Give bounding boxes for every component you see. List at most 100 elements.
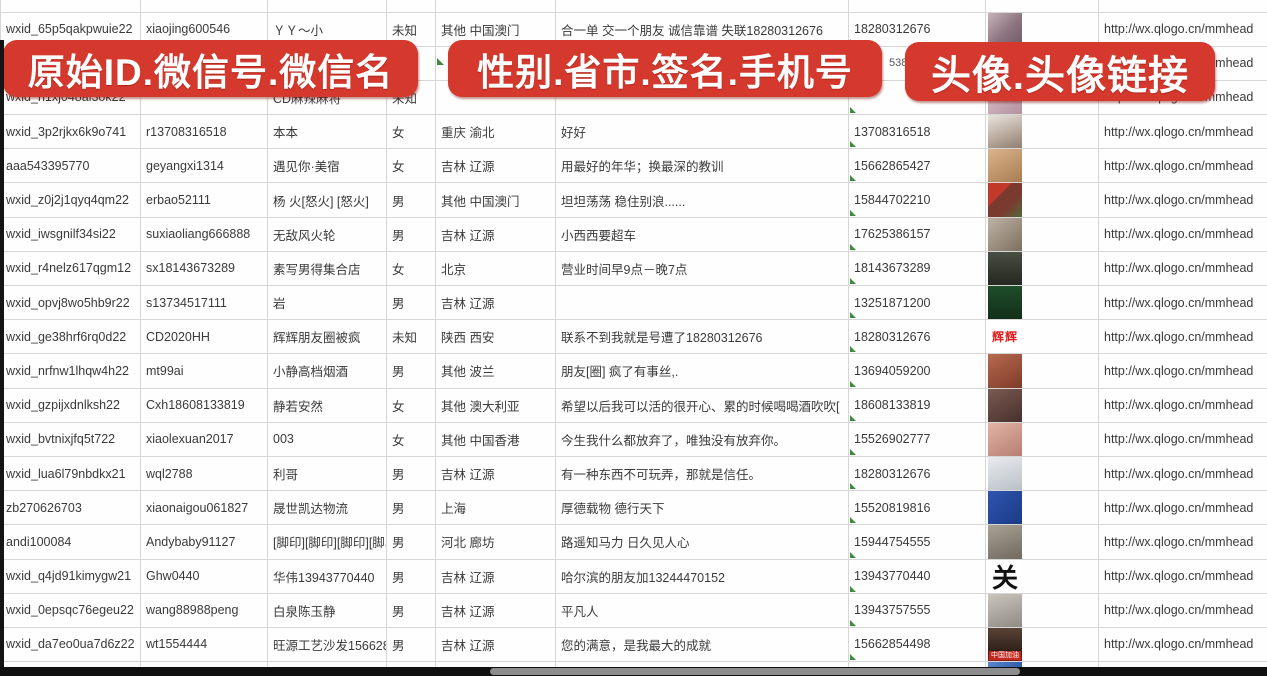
cell-phone[interactable]: 13943770440 [848,558,986,594]
cell-phone[interactable]: 15662865427 [848,148,986,184]
cell-region[interactable]: 北京 [435,250,556,287]
cell-name[interactable]: 岩 [267,284,387,321]
cell-signature[interactable]: 希望以后我可以活的很开心、累的时候喝喝酒吹吹[ [555,387,849,423]
cell-phone[interactable]: 15944754555 [848,524,986,560]
cell-gender[interactable]: 女 [386,148,436,184]
cell-gender[interactable]: 男 [386,524,436,560]
cell-signature[interactable]: 坦坦荡荡 稳住别浪...... [555,182,849,218]
cell-url[interactable]: http://wx.qlogo.cn/mmhead [1098,319,1267,355]
cell-avatar[interactable] [985,216,1099,252]
cell-avatar[interactable] [985,490,1099,526]
cell-avatar[interactable] [985,455,1099,492]
cell-phone[interactable] [848,661,986,667]
cell-signature[interactable]: 平凡人 [555,592,849,628]
cell-signature[interactable] [555,661,849,667]
cell-phone[interactable]: 13943757555 [848,592,986,628]
cell-signature[interactable] [555,284,849,321]
cell-id[interactable]: wxid_gzpijxdnlksh22 [0,387,141,423]
cell-name[interactable]: 旺源工艺沙发15662854 [267,626,387,663]
cell-region[interactable]: 河北 廊坊 [435,524,556,560]
cell-id[interactable]: wxid_ge38hrf6rq0d22 [0,319,141,355]
cell-url[interactable]: http://wx.qlogo.cn/mmhead [1098,455,1267,492]
cell-id[interactable]: wxid_0epsqc76egeu22 [0,592,141,628]
cell-signature[interactable] [555,0,849,13]
cell-gender[interactable]: 男 [386,490,436,526]
cell-avatar[interactable] [985,661,1099,667]
cell-avatar[interactable] [985,353,1099,389]
cell-gender[interactable]: 男 [386,216,436,252]
cell-gender[interactable]: 女 [386,421,436,457]
cell-wechat_no[interactable]: sx18143673289 [140,250,268,287]
cell-wechat_no[interactable]: wang88988peng [140,592,268,628]
cell-avatar[interactable] [985,114,1099,150]
cell-region[interactable]: 其他 澳大利亚 [435,387,556,423]
cell-wechat_no[interactable]: xiaolexuan2017 [140,421,268,457]
cell-gender[interactable]: 男 [386,626,436,663]
cell-name[interactable]: [脚印][脚印][脚印][脚印 [267,524,387,560]
cell-gender[interactable]: 男 [386,455,436,492]
cell-id[interactable]: wxid_iwsgnilf34si22 [0,216,141,252]
cell-wechat_no[interactable] [140,0,268,13]
cell-gender[interactable]: 男 [386,182,436,218]
cell-url[interactable]: http://wx.qlogo.cn/mmhead [1098,490,1267,526]
cell-gender[interactable]: 男 [386,353,436,389]
cell-signature[interactable]: 今生我什么都放弃了，唯独没有放弃你。 [555,421,849,457]
cell-wechat_no[interactable]: Cxh18608133819 [140,387,268,423]
cell-wechat_no[interactable]: s13734517111 [140,284,268,321]
cell-id[interactable]: andi100084 [0,524,141,560]
cell-wechat_no[interactable]: geyangxi1314 [140,148,268,184]
cell-url[interactable]: http://wx.qlogo.cn/mmhead [1098,182,1267,218]
cell-region[interactable]: 吉林 辽源 [435,148,556,184]
cell-phone[interactable]: 15662854498 [848,626,986,663]
cell-name[interactable]: 003 [267,421,387,457]
cell-url[interactable]: http://wx.qlogo.cn/mmhead [1098,353,1267,389]
cell-wechat_no[interactable]: mt99ai [140,353,268,389]
cell-url[interactable]: http://wx.qlogo.cn/mmhead [1098,592,1267,628]
cell-signature[interactable]: 路遥知马力 日久见人心 [555,524,849,560]
cell-name[interactable]: 小静高档烟酒 [267,353,387,389]
cell-signature[interactable]: 厚德载物 德行天下 [555,490,849,526]
cell-wechat_no[interactable]: wql2788 [140,455,268,492]
cell-region[interactable]: 其他 波兰 [435,353,556,389]
cell-url[interactable]: http://wx.qlogo.cn/mmhead [1098,11,1267,47]
cell-region[interactable]: 吉林 辽源 [435,455,556,492]
cell-region[interactable]: 吉林 辽源 [435,216,556,252]
cell-phone[interactable]: 15520819816 [848,490,986,526]
cell-id[interactable] [0,0,141,13]
cell-gender[interactable]: 未知 [386,319,436,355]
cell-signature[interactable]: 合一单 交一个朋友 诚信靠谱 失联18280312676 [555,11,849,47]
cell-id[interactable]: wxid_z0j2j1qyq4qm22 [0,182,141,218]
cell-url[interactable]: http://wx.qlogo.cn/mmhead [1098,524,1267,560]
cell-region[interactable]: 上海 [435,490,556,526]
cell-signature[interactable]: 朋友[圈] 疯了有事丝,. [555,353,849,389]
cell-region[interactable]: 吉林 辽源 [435,284,556,321]
cell-name[interactable] [267,0,387,13]
cell-name[interactable]: 白泉陈玉静 [267,592,387,628]
cell-gender[interactable]: 男 [386,284,436,321]
cell-phone[interactable]: 17625386157 [848,216,986,252]
cell-name[interactable]: 遇见你·美宿 [267,148,387,184]
cell-wechat_no[interactable]: xiaonaigou061827 [140,490,268,526]
cell-name[interactable]: 辉辉朋友圈被疯 [267,319,387,355]
cell-gender[interactable]: 男 [386,558,436,594]
cell-avatar[interactable]: 关 [985,558,1099,594]
cell-avatar[interactable]: 辉辉 [985,319,1099,355]
cell-phone[interactable]: 15844702210 [848,182,986,218]
cell-gender[interactable] [386,0,436,13]
cell-avatar[interactable] [985,182,1099,218]
cell-phone[interactable]: 18280312676 [848,455,986,492]
cell-avatar[interactable] [985,148,1099,184]
cell-region[interactable]: 其他 中国澳门 [435,182,556,218]
cell-avatar[interactable] [985,11,1099,47]
cell-avatar[interactable] [985,387,1099,423]
cell-url[interactable]: http://wx.qlogo.cn/mmhead [1098,114,1267,150]
cell-region[interactable]: 重庆 渝北 [435,114,556,150]
cell-signature[interactable]: 营业时间早9点－晚7点 [555,250,849,287]
cell-region[interactable]: 吉林 辽源 [435,626,556,663]
cell-phone[interactable]: 15526902777 [848,421,986,457]
cell-id[interactable]: wxid_bvtnixjfq5t722 [0,421,141,457]
cell-phone[interactable]: 18143673289 [848,250,986,287]
cell-phone[interactable]: 13694059200 [848,353,986,389]
cell-name[interactable]: 本本 [267,114,387,150]
cell-gender[interactable]: 女 [386,114,436,150]
